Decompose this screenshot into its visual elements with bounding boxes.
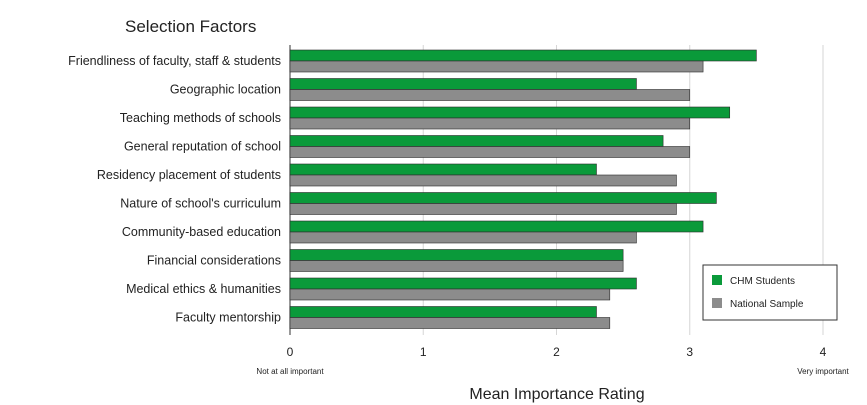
category-label-general-reputation-of-school: General reputation of school xyxy=(124,140,281,154)
x-min-annotation: Not at all important xyxy=(256,367,324,376)
category-labels: Friendliness of faculty, staff & student… xyxy=(68,54,281,325)
x-tick-label-0: 0 xyxy=(287,345,294,359)
bar-chm-students-friendliness-of-faculty-staff-students xyxy=(289,49,757,62)
bar-national-sample-community-based-education xyxy=(289,231,637,244)
x-tick-labels: 0 1 2 3 4 xyxy=(287,345,827,359)
bar-chm-students-medical-ethics-humanities xyxy=(289,277,637,290)
bar-chm-students-nature-of-school-s-curriculum xyxy=(289,192,717,204)
x-axis-label: Mean Importance Rating xyxy=(469,386,644,403)
category-label-geographic-location: Geographic location xyxy=(170,83,281,97)
x-tick-label-2: 2 xyxy=(553,345,560,359)
bar-national-sample-faculty-mentorship xyxy=(289,317,611,329)
legend: CHM Students National Sample xyxy=(702,264,838,321)
bar-national-sample-teaching-methods-of-schools xyxy=(289,117,691,130)
bar-chm-students-geographic-location xyxy=(289,78,637,90)
category-label-medical-ethics-humanities: Medical ethics & humanities xyxy=(126,282,281,296)
bar-national-sample-residency-placement-of-students xyxy=(289,174,677,187)
category-label-friendliness-of-faculty-staff-students: Friendliness of faculty, staff & student… xyxy=(68,54,281,68)
bar-chm-students-faculty-mentorship xyxy=(289,306,597,318)
x-max-annotation: Very important xyxy=(797,367,849,376)
bar-chm-students-community-based-education xyxy=(289,220,704,233)
chart-title: Selection Factors xyxy=(125,17,256,36)
bar-chm-students-general-reputation-of-school xyxy=(289,135,664,147)
x-tick-label-4: 4 xyxy=(820,345,827,359)
bar-chm-students-financial-considerations xyxy=(289,249,624,261)
bar-national-sample-medical-ethics-humanities xyxy=(289,288,611,301)
category-label-residency-placement-of-students: Residency placement of students xyxy=(97,168,281,182)
legend-label-national-sample: National Sample xyxy=(730,299,804,310)
legend-label-chm-students: CHM Students xyxy=(730,276,795,287)
category-label-faculty-mentorship: Faculty mentorship xyxy=(175,311,281,325)
category-label-nature-of-school-s-curriculum: Nature of school's curriculum xyxy=(120,197,281,211)
legend-swatch-national-sample xyxy=(712,298,722,308)
category-label-financial-considerations: Financial considerations xyxy=(147,254,281,268)
bar-chm-students-teaching-methods-of-schools xyxy=(289,106,731,119)
legend-swatch-chm-students xyxy=(712,275,722,285)
bar-national-sample-financial-considerations xyxy=(289,260,624,272)
x-tick-label-3: 3 xyxy=(686,345,693,359)
bars xyxy=(289,49,757,329)
bar-national-sample-geographic-location xyxy=(289,89,691,101)
bar-national-sample-friendliness-of-faculty-staff-students xyxy=(289,60,704,73)
x-tick-label-1: 1 xyxy=(420,345,427,359)
bar-national-sample-nature-of-school-s-curriculum xyxy=(289,203,677,215)
legend-box xyxy=(702,264,838,321)
category-label-teaching-methods-of-schools: Teaching methods of schools xyxy=(120,111,281,125)
bar-chm-students-residency-placement-of-students xyxy=(289,163,597,176)
bar-national-sample-general-reputation-of-school xyxy=(289,146,691,158)
category-label-community-based-education: Community-based education xyxy=(122,225,281,239)
